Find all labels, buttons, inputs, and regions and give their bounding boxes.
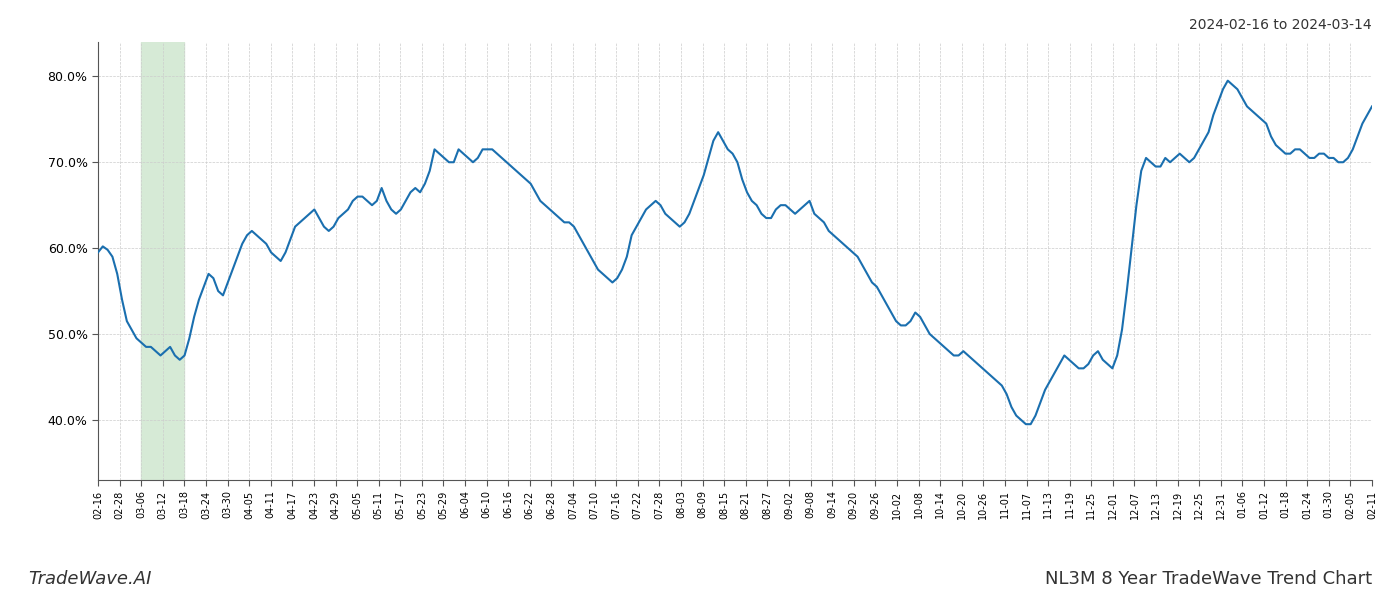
Text: 2024-02-16 to 2024-03-14: 2024-02-16 to 2024-03-14 — [1190, 18, 1372, 32]
Bar — [141, 42, 185, 480]
Text: NL3M 8 Year TradeWave Trend Chart: NL3M 8 Year TradeWave Trend Chart — [1044, 570, 1372, 588]
Text: TradeWave.AI: TradeWave.AI — [28, 570, 151, 588]
